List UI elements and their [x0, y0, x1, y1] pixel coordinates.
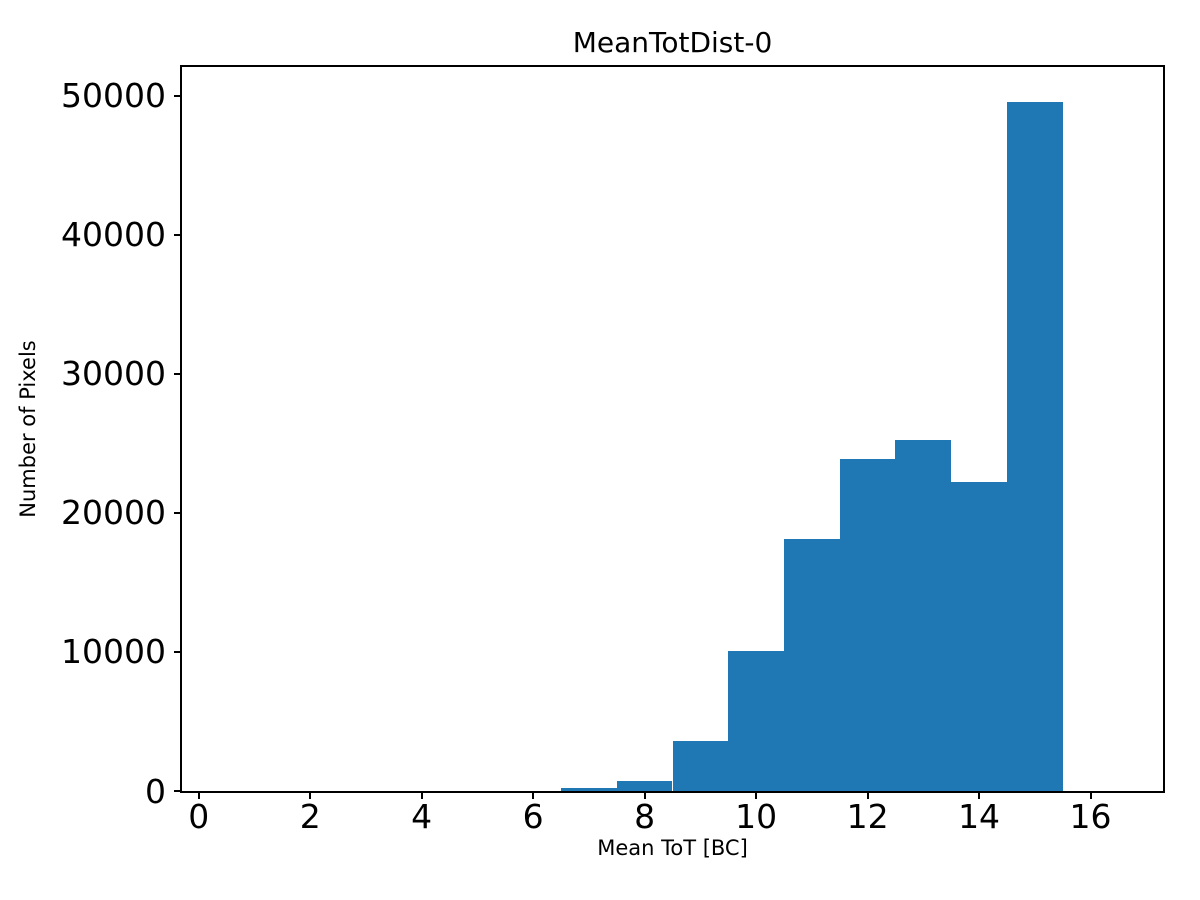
x-tick-label: 4 — [411, 797, 433, 836]
x-tick-label: 8 — [634, 797, 656, 836]
y-axis-label: Number of Pixels — [16, 340, 40, 518]
y-tick-mark — [174, 790, 182, 792]
y-tick-label: 30000 — [61, 354, 166, 394]
histogram-bar — [951, 481, 1007, 791]
y-tick-mark — [174, 511, 182, 514]
y-tick-label: 50000 — [61, 76, 166, 115]
x-tick-label: 2 — [299, 797, 321, 836]
histogram-bar — [1006, 101, 1063, 791]
x-tick-mark — [309, 791, 312, 799]
histogram-bar — [839, 459, 896, 791]
x-tick-mark — [866, 791, 869, 799]
y-tick-label: 40000 — [61, 215, 166, 255]
histogram-bar — [783, 539, 840, 791]
y-tick-mark — [174, 650, 182, 653]
x-tick-label: 0 — [188, 797, 210, 836]
x-tick-label: 12 — [846, 797, 889, 836]
x-tick-label: 6 — [522, 797, 544, 836]
histogram-bar — [728, 651, 784, 791]
x-tick-label: 16 — [1069, 797, 1112, 836]
y-tick-mark — [174, 233, 182, 236]
y-tick-label: 10000 — [61, 632, 166, 672]
plot-area — [180, 65, 1165, 793]
histogram-bar — [561, 788, 617, 791]
chart-title: MeanTotDist-0 — [572, 26, 773, 59]
x-tick-mark — [197, 791, 200, 799]
x-tick-mark — [755, 791, 758, 799]
y-tick-mark — [174, 372, 182, 375]
histogram-bar — [672, 740, 729, 791]
x-tick-mark — [420, 791, 423, 799]
histogram-bar — [895, 439, 952, 791]
x-tick-label: 14 — [958, 797, 1001, 836]
y-tick-label: 20000 — [61, 493, 166, 533]
x-tick-mark — [978, 791, 981, 799]
y-tick-label: 0 — [145, 771, 166, 811]
x-tick-mark — [1089, 791, 1092, 799]
x-tick-mark — [643, 791, 646, 799]
x-tick-mark — [532, 791, 535, 799]
x-axis-label: Mean ToT [BC] — [597, 836, 748, 860]
histogram-bar — [616, 780, 673, 791]
x-tick-label: 10 — [735, 797, 778, 836]
y-tick-mark — [174, 94, 182, 97]
